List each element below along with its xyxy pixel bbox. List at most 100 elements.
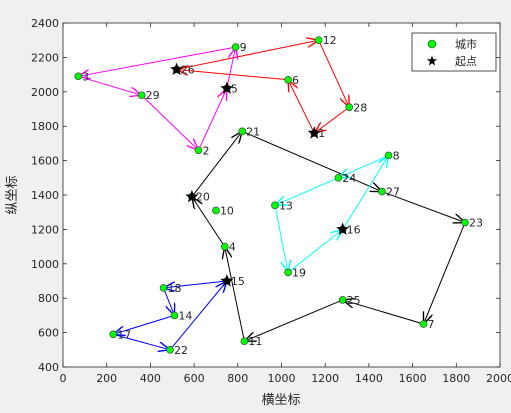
legend-star-marker (426, 55, 438, 66)
city-label: 20 (196, 191, 210, 204)
city-label: 15 (231, 275, 245, 288)
route-segment (163, 287, 175, 316)
city-label: 22 (174, 344, 188, 357)
city-label: 27 (386, 186, 400, 199)
city-label: 28 (353, 101, 367, 114)
route-segment (226, 47, 236, 89)
route-segment (381, 191, 465, 223)
x-tick-label: 1600 (399, 372, 427, 385)
start-point-star (220, 274, 234, 287)
x-tick-label: 400 (140, 372, 161, 385)
city-point (74, 72, 83, 81)
y-tick-label: 2000 (31, 86, 59, 99)
city-point (240, 337, 249, 346)
x-tick-label: 200 (96, 372, 117, 385)
y-tick-label: 800 (38, 292, 59, 305)
y-tick-label: 2400 (31, 17, 59, 30)
plot-area (63, 23, 500, 367)
route-segment (424, 222, 466, 324)
y-tick-label: 1400 (31, 189, 59, 202)
route-segment (343, 300, 424, 325)
x-axis-label: 横坐标 (261, 393, 300, 408)
route-segment (198, 88, 226, 151)
city-point (284, 75, 292, 84)
y-tick-label: 400 (38, 361, 59, 374)
route-segment (141, 94, 199, 150)
city-point (345, 103, 354, 112)
x-tick-label: 1800 (442, 372, 470, 385)
city-label: 23 (469, 217, 483, 230)
route-segment (78, 46, 236, 76)
start-point-star (169, 62, 184, 76)
route-segment (275, 177, 339, 206)
route-segment (176, 40, 319, 70)
route-segment (244, 299, 343, 341)
route-segment (314, 106, 350, 133)
legend-start-label: 起点 (455, 55, 477, 68)
city-label: 18 (168, 282, 182, 295)
route-layer (78, 40, 465, 350)
city-label: 14 (178, 309, 192, 322)
y-axis-ticks: 400 600 800 1000 1200 1400 1600 1800 2000 2200 240… (31, 17, 500, 374)
route-segment (274, 205, 288, 272)
city-label: 7 (428, 318, 435, 331)
city-point (220, 242, 229, 251)
x-tick-label: 0 (60, 372, 67, 385)
x-axis-ticks: 0 200 400 600 800 1000 1200 1400 1600 1800 2000 (60, 23, 511, 385)
city-point (159, 284, 168, 292)
city-label: 19 (292, 266, 306, 279)
city-point (194, 146, 203, 155)
city-point (284, 268, 292, 277)
city-label: 24 (342, 172, 356, 185)
x-tick-label: 2000 (486, 372, 511, 385)
city-point (212, 206, 220, 215)
city-point (461, 218, 469, 227)
city-label: 6 (292, 74, 299, 87)
city-point (419, 320, 428, 328)
y-tick-label: 1200 (31, 223, 59, 236)
city-point (314, 36, 323, 45)
city-point (231, 43, 240, 51)
city-label: 12 (323, 34, 337, 47)
legend-city-marker (427, 39, 437, 49)
start-point-star (185, 189, 199, 203)
y-tick-label: 2200 (31, 51, 59, 64)
route-segment (192, 197, 226, 247)
x-tick-label: 1200 (311, 372, 339, 385)
city-point (271, 201, 279, 210)
x-tick-label: 800 (227, 372, 248, 385)
y-tick-label: 600 (38, 327, 59, 340)
city-point (338, 296, 347, 304)
city-label: 8 (393, 149, 400, 162)
route-segment (169, 281, 227, 351)
y-axis-label: 纵坐标 (5, 175, 20, 214)
x-tick-label: 1400 (355, 372, 383, 385)
y-tick-label: 1800 (31, 120, 59, 133)
city-label: 26 (181, 63, 195, 76)
legend-box (411, 32, 497, 72)
city-point (166, 345, 174, 354)
city-label: 1 (318, 127, 325, 140)
city-label: 5 (231, 82, 238, 95)
city-point (137, 91, 146, 100)
city-label-layer: 1234567891011121314151617181920212223242… (82, 34, 483, 357)
y-tick-label: 1000 (31, 258, 59, 271)
city-label: 10 (220, 204, 234, 217)
city-label: 29 (146, 89, 160, 102)
route-segment (177, 69, 289, 81)
city-label: 25 (347, 294, 361, 307)
route-segment (113, 333, 170, 349)
city-point (378, 187, 386, 196)
city-label: 13 (279, 199, 293, 212)
start-point-star (220, 81, 234, 95)
city-label: 17 (117, 328, 131, 341)
city-label: 16 (347, 223, 361, 236)
route-segment (342, 155, 389, 230)
city-point (170, 311, 179, 320)
city-label: 21 (246, 125, 260, 138)
city-label: 4 (229, 241, 236, 254)
route-segment (338, 154, 389, 177)
route-segment (318, 39, 350, 107)
city-label: 11 (248, 335, 262, 348)
